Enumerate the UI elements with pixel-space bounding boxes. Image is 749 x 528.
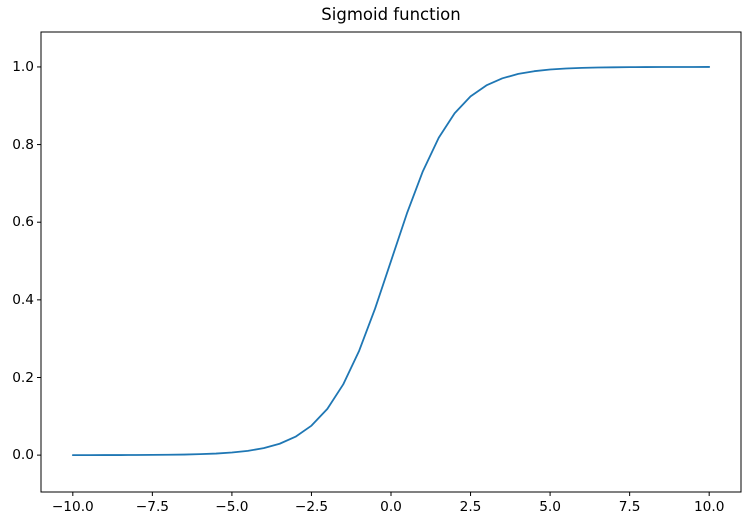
x-tick-label: −10.0 (51, 499, 94, 515)
x-tick-label: 2.5 (459, 499, 482, 515)
x-tick-label: −7.5 (135, 499, 170, 515)
y-tick-label: 1.0 (12, 58, 34, 75)
axis-tick-marks (37, 66, 710, 496)
y-tick-label: 0.8 (12, 136, 34, 153)
y-tick-label: 0.0 (12, 447, 34, 464)
x-tick-label: 10.0 (693, 499, 725, 515)
x-tick-label: −2.5 (294, 499, 329, 515)
y-tick-label: 0.2 (12, 369, 34, 386)
sigmoid-curve (71, 66, 711, 457)
x-tick-label: 7.5 (618, 499, 641, 515)
x-tick-label: 0.0 (380, 499, 402, 515)
y-tick-label: 0.4 (12, 291, 34, 308)
x-tick-label: 5.0 (539, 499, 561, 515)
y-tick-label: 0.6 (12, 214, 34, 231)
chart-title: Sigmoid function (321, 5, 461, 24)
x-tick-label: −5.0 (215, 499, 249, 515)
